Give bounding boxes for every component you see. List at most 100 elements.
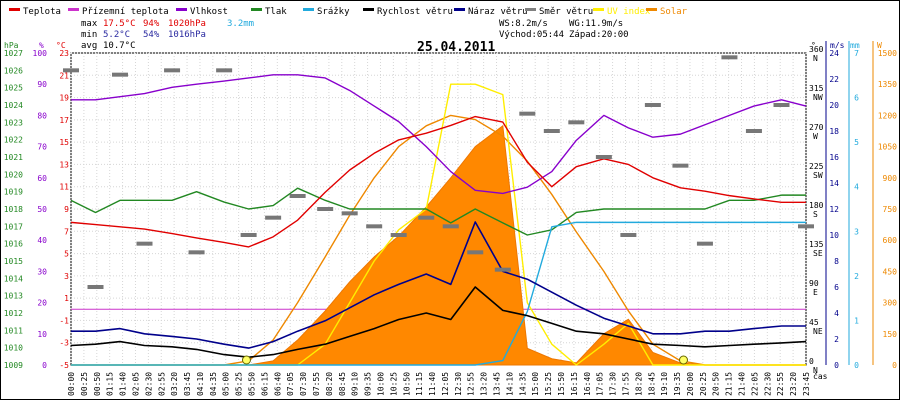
x-tick-label: 12:30 [454,372,463,396]
wind-direction-mark [87,285,104,289]
wind-direction-mark [696,241,713,246]
wind-direction-mark [418,215,435,220]
axis-temperature-tick: 9 [64,205,69,214]
axis-unit-hpa: hPa [4,41,19,50]
x-tick-label: 09:35 [364,372,373,396]
x-tick-label: 22:30 [763,372,772,396]
x-tick-label: 19:35 [673,372,682,396]
axis-direction-tick: 90 [809,279,819,288]
x-tick-label: 17:55 [621,372,630,396]
axis-wind-tick: 8 [834,257,839,266]
x-tick-label: 16:15 [570,372,579,396]
axis-solar-tick: 1500 [878,49,897,58]
axis-direction-compass: N [813,54,818,63]
stats-max-press: 1020hPa [168,19,206,29]
wind-direction-mark [341,211,358,216]
axis-humidity-tick: 0 [42,361,47,370]
series-tlak [70,187,806,236]
x-tick-label: 02:30 [144,372,153,396]
wind-direction-mark [467,250,484,255]
x-tick-label: 12:05 [441,372,450,396]
wind-direction-mark [164,68,181,73]
wind-direction-mark [216,68,233,73]
wind-direction-mark [63,68,79,73]
x-tick-label: 16:40 [583,372,592,396]
axis-rain-tick: 1 [854,316,859,325]
axis-humidity-tick: 60 [37,174,47,183]
axis-solar-tick: 600 [883,236,898,245]
axis-direction-tick: 225 [809,162,824,171]
stats-block: max 17.5°C 94% 1020hPa 3.2mm min 5.2°C 5… [81,19,629,51]
x-tick-label: 00:25 [80,372,89,396]
series-vlhkost [71,74,807,195]
x-tick-label: 17:30 [609,372,618,396]
axis-pressure-tick: 1021 [4,153,23,162]
legend-label: Solar [660,7,688,17]
wind-direction-mark [644,103,661,107]
axis-pressure-tick: 1027 [4,49,23,58]
axis-pressure-tick: 1019 [4,188,23,197]
wind-direction-mark [366,224,383,229]
x-tick-label: 07:05 [286,372,295,396]
axis-rain-tick: 7 [854,49,859,58]
axis-pressure-tick: 1011 [4,326,23,335]
stats-avg-label: avg [81,41,97,51]
wind-direction-mark [188,250,205,255]
x-tick-label: 11:40 [428,372,437,396]
x-tick-label: 14:35 [518,372,527,396]
axis-wind-tick: 14 [829,179,839,188]
axis-direction-compass: W [813,132,818,141]
axis-pressure-tick: 1023 [4,118,23,127]
axis-temperature-tick: 15 [59,138,69,147]
legend-swatch [251,8,262,11]
legend-swatch [593,8,604,11]
axis-wind-tick: 0 [834,361,839,370]
x-tick-label: 13:20 [480,372,489,396]
axis-pressure-tick: 1026 [4,66,23,75]
x-tick-label: 05:00 [222,372,231,396]
wind-direction-mark [494,267,511,272]
axis-direction-compass: NE [813,327,823,336]
axis-temperature-tick: -5 [59,361,69,370]
series-srazky [71,221,806,366]
axis-direction-tick: 270 [809,123,824,132]
axis-wind-tick: 18 [829,127,839,136]
axis-direction-tick: 315 [809,84,824,93]
axis-direction-compass: N [813,366,818,375]
x-tick-label: 02:05 [131,372,140,396]
axis-unit-pct: % [39,41,44,50]
axis-wind-tick: 2 [834,335,839,344]
axis-wind-tick: 4 [834,309,839,318]
stats-min-temp: 5.2°C [103,30,130,40]
x-tick-label: 08:45 [338,372,347,396]
x-axis-label: čas [813,371,828,381]
stats-avg-temp: 10.7°C [103,41,136,51]
x-tick-label: 15:50 [557,372,566,396]
x-tick-label: 20:25 [699,372,708,396]
x-tick-label: 18:20 [634,372,643,396]
axis-direction-compass: NW [813,93,823,102]
legend-swatch [646,8,657,11]
x-tick-label: 08:20 [325,372,334,396]
axis-wind-tick: 16 [829,153,839,162]
wind-direction-mark [317,207,334,211]
axis-rain-tick: 5 [854,138,859,147]
wind-direction-mark [442,224,459,229]
legend: Teplota Přízemní teplota Vlhkost Tlak Srážky… [9,7,688,17]
x-tick-label: 02:55 [157,372,166,396]
x-tick-label: 11:15 [415,372,424,396]
axis-wind-tick: 22 [829,75,839,84]
x-tick-label: 06:15 [260,372,269,396]
axis-direction-tick: 0 [809,357,814,366]
axis-solar-tick: 1350 [878,80,897,89]
wind-direction-mark [773,103,790,107]
axis-direction-tick: 45 [809,318,819,327]
axis-humidity-tick: 50 [37,205,47,214]
legend-label: Rychlost větru [377,7,453,17]
x-tick-label: 13:45 [493,372,502,396]
legend-label: Srážky [317,7,350,17]
x-tick-label: 03:20 [170,372,179,396]
x-tick-label: 21:40 [738,372,747,396]
x-tick-label: 20:50 [712,372,721,396]
